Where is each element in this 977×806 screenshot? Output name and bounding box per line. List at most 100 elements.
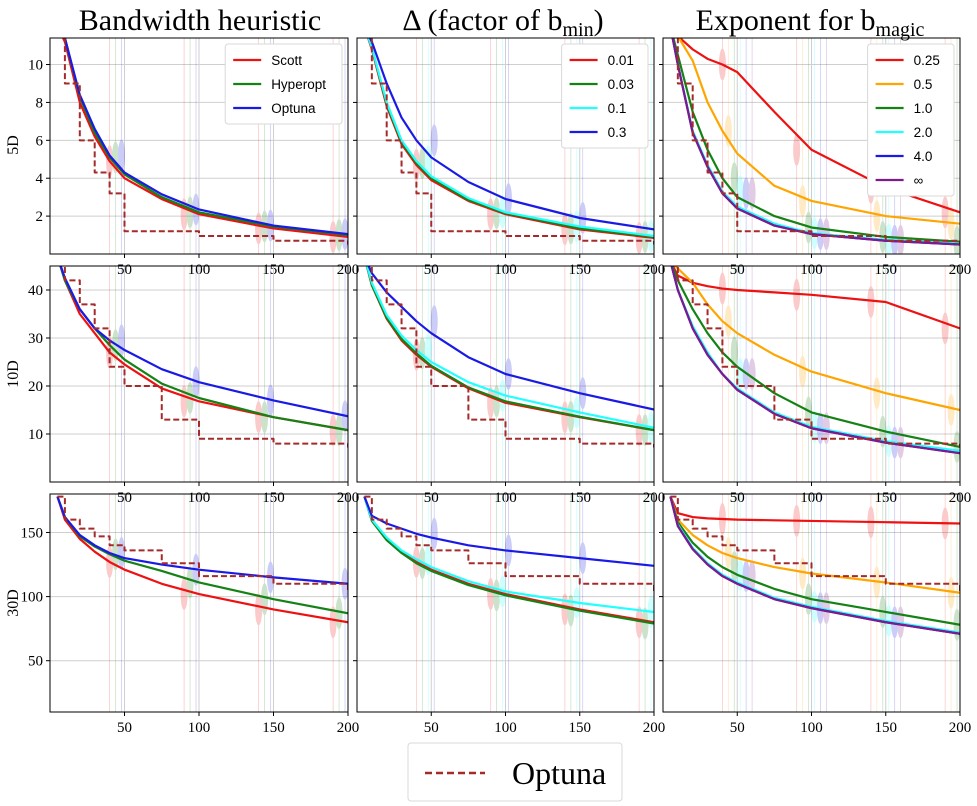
series-group <box>61 38 348 245</box>
panel-frame <box>49 493 349 713</box>
panel-legend: 0.25 0.5 1.0 2.0 4.0 ∞ <box>867 43 955 197</box>
column-title-3-main: Exponent for b <box>696 4 876 37</box>
distribution-blob <box>799 184 807 217</box>
series-line-0.5 <box>677 38 960 225</box>
distribution-blob <box>736 358 744 390</box>
legend-label: Scott <box>271 53 302 68</box>
optuna-dashed-line <box>370 38 654 245</box>
distribution-blob <box>873 377 881 410</box>
y-tick-label: 2 <box>36 209 44 225</box>
series-line-0.1 <box>363 496 654 614</box>
panel-frame <box>356 265 655 483</box>
legend-label: 4.0 <box>914 149 933 164</box>
column-title-2-suffix: ) <box>594 4 604 37</box>
distribution-blob <box>430 517 438 550</box>
distribution-blob <box>653 220 654 238</box>
distribution-blob <box>971 229 977 261</box>
series-line-Optuna <box>63 38 348 236</box>
column-title-3: Exponent for bmagic <box>696 4 925 41</box>
y-tick-label: 100 <box>21 590 44 606</box>
legend-label: 0.1 <box>608 101 627 116</box>
distribution-marks <box>106 266 348 482</box>
y-tick-label: 4 <box>36 171 44 187</box>
series-line-0.5 <box>673 266 960 412</box>
series-group <box>669 495 960 635</box>
series-line-0.25 <box>678 38 960 214</box>
panel-7: 50 100 150 50 100 150 200 <box>21 493 359 736</box>
x-tick-label: 100 <box>800 720 823 736</box>
distribution-blob <box>971 618 977 650</box>
legend-label: 2.0 <box>914 125 933 140</box>
panel-frame <box>49 37 349 255</box>
column-title-2-subscript: min <box>562 19 593 41</box>
panel-6: 50 100 150 200 <box>659 265 972 506</box>
series-line-1.0 <box>671 266 960 449</box>
distribution-blob <box>635 414 643 447</box>
optuna-dashed-line <box>364 495 654 592</box>
distribution-blob <box>493 197 501 230</box>
distribution-blob <box>635 606 643 639</box>
series-line-Scott <box>56 496 348 624</box>
distribution-blob <box>965 618 972 650</box>
distribution-blob <box>329 414 337 447</box>
column-title-2-main: Δ (factor of b <box>402 4 562 37</box>
series-group <box>365 266 654 448</box>
legend-frame <box>561 43 649 149</box>
legend-label: ∞ <box>914 173 924 188</box>
panel-9: 50 100 150 200 <box>659 493 977 736</box>
y-tick-label: 10 <box>28 427 43 443</box>
distribution-blob <box>947 394 955 426</box>
x-tick-label: 50 <box>117 720 132 736</box>
optuna-dashed-line <box>63 38 348 245</box>
row-label-10d: 10D <box>5 360 22 388</box>
optuna-dashed-line <box>63 266 348 448</box>
optuna-dashed-line <box>57 495 348 592</box>
optuna-dashed-line <box>670 495 960 592</box>
distribution-blob <box>653 401 654 418</box>
distribution-blob <box>965 437 972 469</box>
legend-label: Hyperopt <box>271 77 326 92</box>
distribution-blob <box>959 624 960 641</box>
optuna-dashed-line <box>370 266 654 448</box>
distribution-blob <box>118 139 126 172</box>
series-line-Optuna <box>56 496 348 585</box>
panel-frame <box>356 37 655 255</box>
distribution-blob <box>329 220 337 253</box>
panel-legend: Scott Hyperopt Optuna <box>224 43 343 125</box>
optuna-dashed-line <box>676 266 960 448</box>
distribution-blob <box>799 355 807 388</box>
series-line-0.5 <box>669 496 960 594</box>
distribution-blob <box>941 196 949 229</box>
series-line-∞ <box>669 496 960 635</box>
distribution-blob <box>873 200 881 233</box>
distribution-blob <box>730 336 738 369</box>
distribution-blob <box>897 224 905 254</box>
series-line-Scott <box>61 38 348 239</box>
series-group <box>671 38 960 246</box>
bottom-legend-frame <box>407 742 623 802</box>
distribution-blob <box>261 401 269 434</box>
column-title-2: Δ (factor of bmin) <box>402 4 603 41</box>
legend-label: 0.3 <box>608 125 627 140</box>
panel-frame <box>662 37 961 255</box>
distribution-blob <box>561 213 569 246</box>
y-tick-label: 50 <box>28 654 43 670</box>
series-line-0.3 <box>367 266 654 411</box>
x-tick-label: 50 <box>424 720 439 736</box>
x-tick-label: 150 <box>875 720 898 736</box>
y-tick-label: 20 <box>28 379 43 395</box>
y-tick-label: 6 <box>36 133 44 149</box>
legend-label: 0.03 <box>608 77 634 92</box>
series-line-1.0 <box>672 38 960 243</box>
bottom-legend-label: Optuna <box>512 755 606 791</box>
distribution-blob <box>567 400 575 433</box>
x-tick-label: 100 <box>494 720 517 736</box>
panel-legend: 0.01 0.03 0.1 0.3 <box>561 43 649 149</box>
series-line-Scott <box>59 266 348 432</box>
distribution-blob <box>724 305 732 338</box>
series-line-0.03 <box>363 496 654 625</box>
distribution-blob <box>748 177 756 210</box>
